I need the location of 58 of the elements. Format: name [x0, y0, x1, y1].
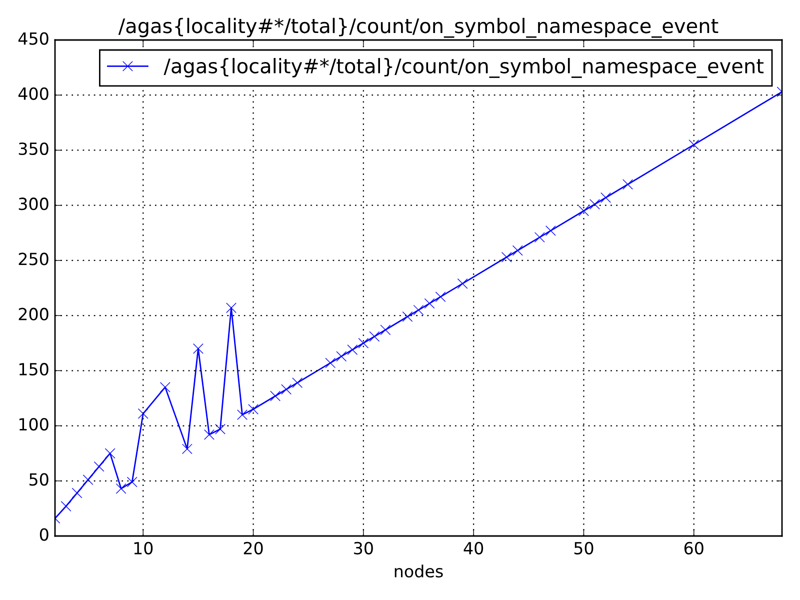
point	[104, 448, 116, 459]
x-tick-label: 50	[574, 542, 594, 554]
point	[248, 404, 258, 414]
point	[336, 351, 347, 362]
y-tick-label: 200	[18, 308, 48, 320]
point	[600, 192, 611, 203]
x-tick-label: 40	[464, 542, 484, 554]
point	[402, 311, 413, 322]
y-tick-label: 0	[40, 528, 48, 541]
point	[281, 384, 292, 395]
y-tick-label: 350	[18, 142, 48, 156]
point	[204, 429, 214, 440]
point	[325, 358, 336, 368]
point	[347, 344, 358, 355]
point	[292, 378, 303, 388]
point	[578, 206, 589, 216]
y-tick-label: 150	[19, 362, 48, 376]
point	[380, 324, 391, 336]
y-tick-label: 450	[18, 32, 48, 45]
x-tick-label: 60	[684, 542, 704, 554]
point	[358, 338, 369, 348]
point	[192, 343, 204, 354]
x-axis-title: nodes	[394, 564, 443, 578]
point	[424, 298, 435, 309]
x-tick-label: 30	[354, 542, 373, 554]
point	[182, 444, 192, 454]
point	[116, 483, 126, 494]
point	[413, 304, 424, 316]
point	[270, 390, 281, 402]
point	[688, 140, 700, 150]
point	[237, 410, 248, 420]
point	[72, 488, 82, 498]
y-tick-label: 250	[18, 252, 48, 266]
legend-label: /agas{locality#*/total}/count/on_symbol_namespace_event	[164, 58, 764, 78]
y-tick-label: 400	[18, 87, 48, 100]
point	[94, 461, 104, 472]
point	[501, 252, 512, 262]
point	[457, 278, 468, 289]
chart-title: /agas{locality#*/total}/count/on_symbol_namespace_event	[118, 18, 718, 38]
point	[215, 424, 226, 434]
point	[60, 501, 72, 512]
point	[622, 179, 633, 190]
point	[82, 474, 94, 485]
point	[512, 245, 523, 256]
y-tick-label: 300	[18, 198, 48, 210]
y-tick-label: 50	[30, 473, 48, 486]
point	[534, 232, 545, 243]
x-tick-label: 10	[134, 542, 153, 554]
point	[590, 199, 600, 210]
x-tick-label: 20	[244, 542, 263, 554]
y-tick-label: 100	[19, 418, 48, 431]
point	[126, 476, 138, 488]
point	[160, 382, 170, 392]
point	[435, 292, 446, 302]
point	[545, 225, 556, 236]
point	[369, 331, 380, 342]
point	[226, 302, 236, 314]
point	[138, 408, 148, 419]
